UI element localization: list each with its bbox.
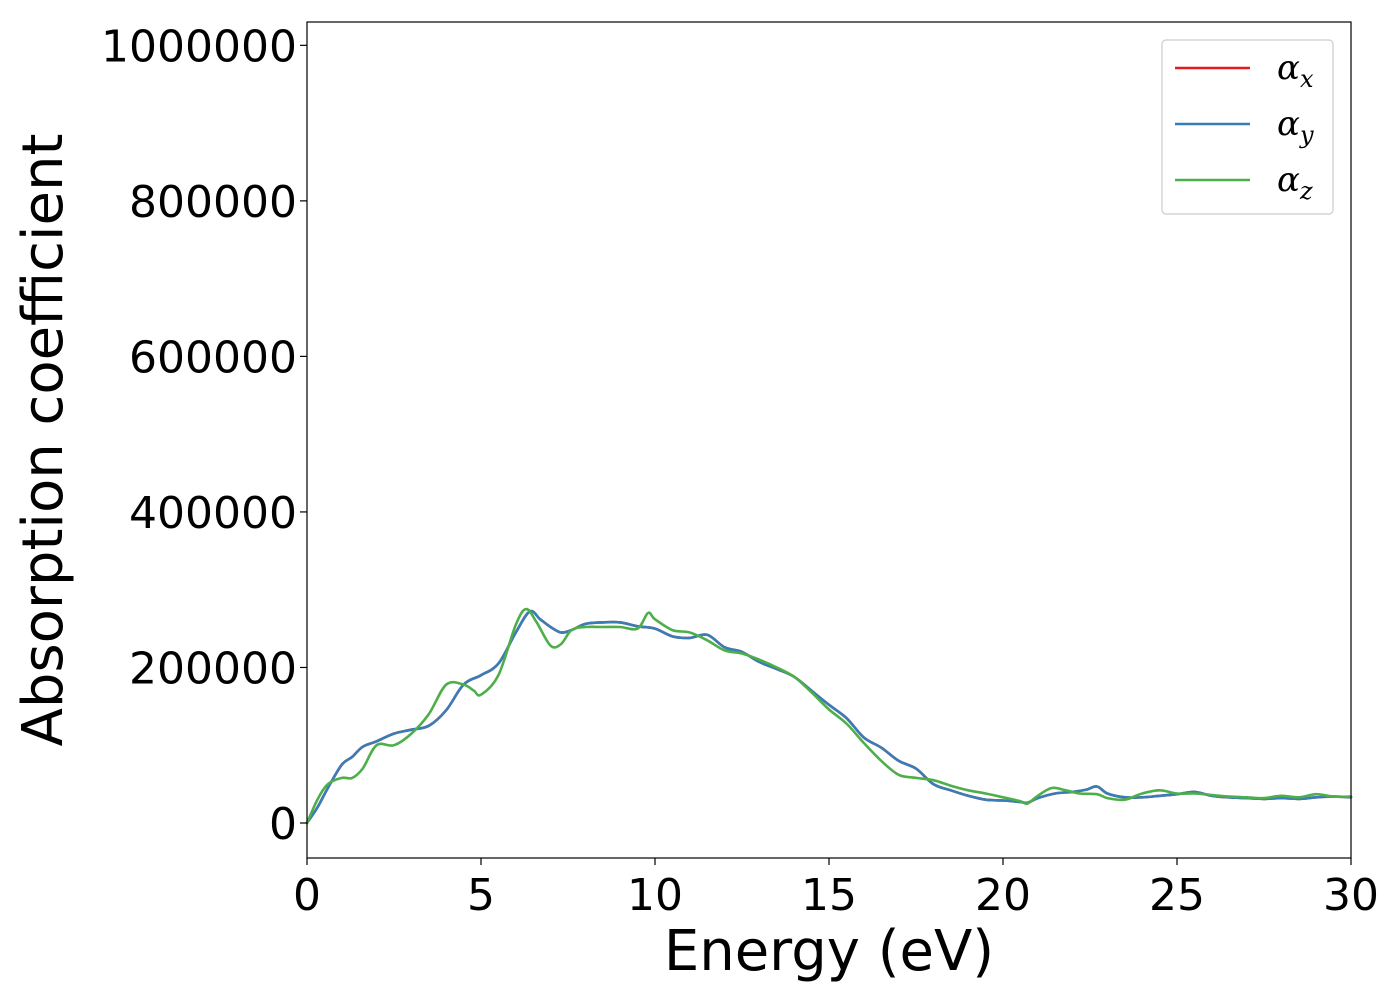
series-line-z bbox=[305, 607, 1353, 825]
x-tick-label: 0 bbox=[293, 870, 321, 921]
x-tick-label: 15 bbox=[801, 870, 857, 921]
x-axis-label: Energy (eV) bbox=[664, 919, 994, 984]
y-tick-label: 1000000 bbox=[101, 21, 297, 72]
series-layer bbox=[305, 607, 1353, 825]
x-tick-label: 25 bbox=[1149, 870, 1205, 921]
x-tick-label: 30 bbox=[1323, 870, 1379, 921]
y-axis-label: Absorption coefficient bbox=[11, 134, 76, 747]
x-tick-label: 5 bbox=[467, 870, 495, 921]
y-tick-label: 400000 bbox=[129, 488, 297, 539]
legend-box bbox=[1161, 39, 1334, 215]
x-tick-label: 20 bbox=[975, 870, 1031, 921]
y-tick-label: 200000 bbox=[129, 643, 297, 694]
legend-label-z: αz bbox=[1277, 160, 1313, 205]
y-ticks: 0 200000 400000 600000 800000 1000000 bbox=[101, 21, 307, 850]
legend-label-x: αx bbox=[1277, 48, 1314, 93]
legend: αx αy αz bbox=[1161, 39, 1334, 215]
y-tick-label: 800000 bbox=[129, 177, 297, 228]
x-ticks: 0 5 10 15 20 25 30 bbox=[293, 858, 1379, 921]
y-tick-label: 0 bbox=[269, 799, 297, 850]
x-tick-label: 10 bbox=[627, 870, 683, 921]
legend-label-y: αy bbox=[1277, 104, 1314, 149]
y-tick-label: 600000 bbox=[129, 332, 297, 383]
legend-items: αx αy αz bbox=[1175, 48, 1314, 205]
